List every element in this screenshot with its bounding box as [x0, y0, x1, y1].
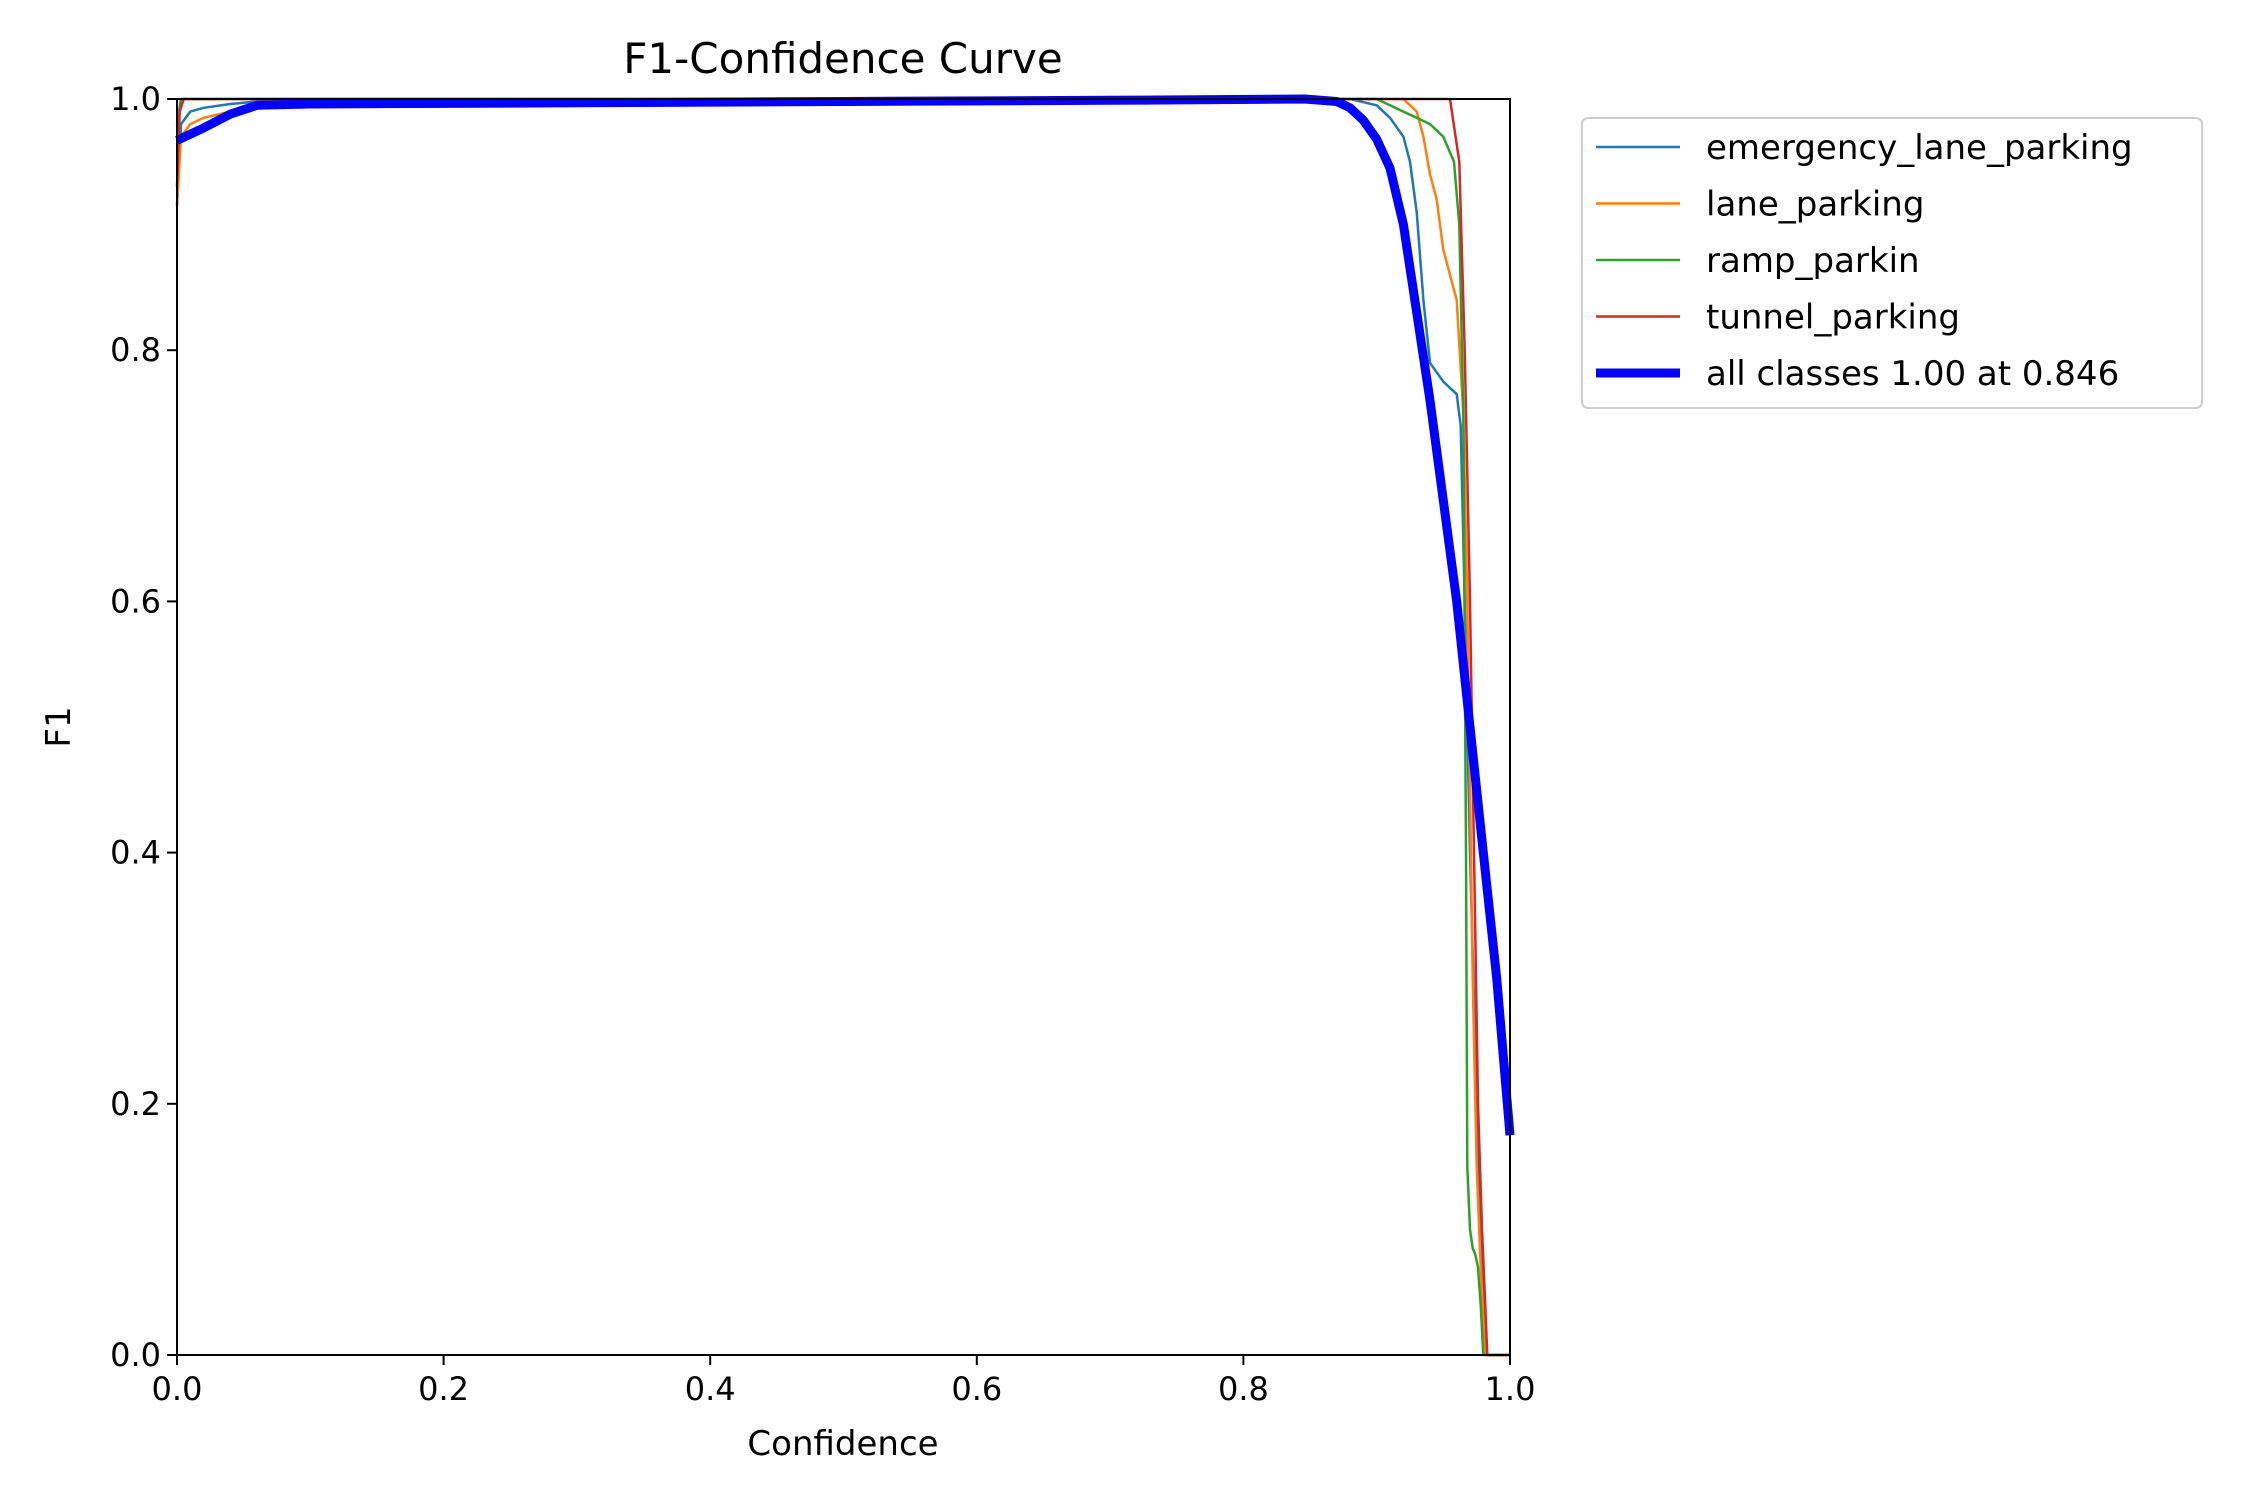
plot-area	[175, 94, 1515, 1357]
legend-items: emergency_lane_parking lane_parking ramp_p…	[1596, 128, 2133, 394]
x-tick-label: 0.8	[1218, 1370, 1269, 1408]
x-axis-ticks: 0.0 0.2 0.4 0.6 0.8 1.0	[152, 1355, 1536, 1408]
y-tick-label: 0.6	[110, 582, 161, 620]
y-tick-label: 0.2	[110, 1085, 161, 1123]
y-tick-label: 0.8	[110, 331, 161, 369]
series-line-all-classes-1-00-at-0-846	[175, 94, 1515, 1136]
x-tick-label: 0.6	[951, 1370, 1002, 1408]
legend-label: ramp_parkin	[1706, 241, 1920, 281]
legend-label: lane_parking	[1706, 185, 1924, 225]
legend: emergency_lane_parking lane_parking ramp_p…	[1581, 117, 2203, 409]
y-tick-label: 0.4	[110, 834, 161, 872]
plot-frame	[176, 98, 1511, 1356]
x-tick-label: 0.2	[418, 1370, 469, 1408]
chart-title: F1-Confidence Curve	[623, 34, 1062, 83]
legend-label: emergency_lane_parking	[1706, 128, 2133, 168]
legend-label: all classes 1.00 at 0.846	[1706, 354, 2119, 394]
legend-label: tunnel_parking	[1706, 298, 1960, 338]
y-tick-label: 0.0	[110, 1336, 161, 1374]
x-tick-label: 0.4	[685, 1370, 736, 1408]
y-axis-ticks: 0.0 0.2 0.4 0.6 0.8 1.0	[110, 80, 177, 1374]
x-tick-label: 0.0	[152, 1370, 203, 1408]
y-tick-label: 1.0	[110, 80, 161, 118]
legend-box	[1581, 117, 2203, 409]
plot-background	[177, 99, 1510, 1355]
y-axis-label: F1	[39, 706, 79, 747]
x-tick-label: 1.0	[1485, 1370, 1536, 1408]
x-axis-label: Confidence	[747, 1424, 938, 1464]
